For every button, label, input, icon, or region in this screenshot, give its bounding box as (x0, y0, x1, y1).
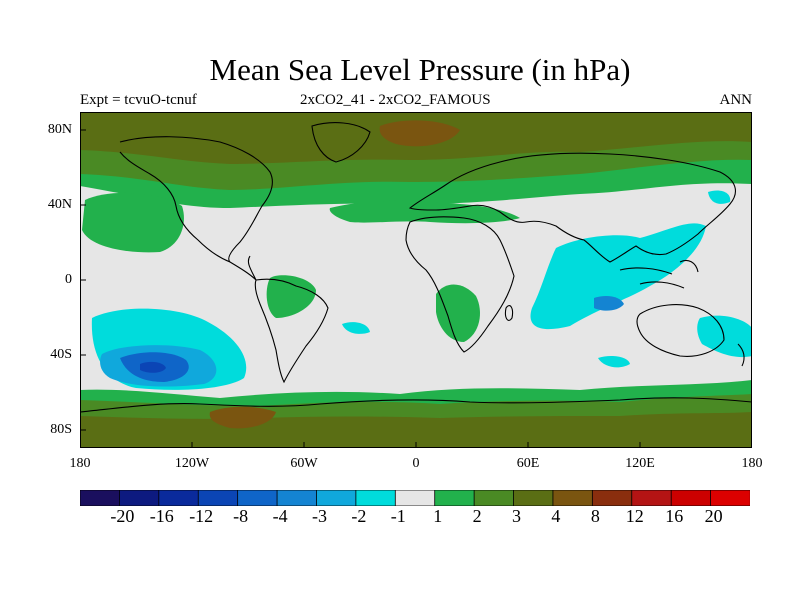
indian-ocean-blue-core (594, 296, 624, 311)
antarctic-brown-patch (209, 406, 276, 429)
coastlines (80, 122, 752, 413)
atlantic-small-cyan (342, 322, 370, 334)
colorbar-tick-label: 16 (665, 506, 684, 526)
greenland-coast (311, 122, 371, 163)
north-america-coast (119, 136, 273, 281)
atlantic-green-blob (329, 200, 520, 224)
lon-label-120e: 120E (625, 456, 655, 471)
antarctica-coast (80, 397, 752, 413)
colorbar-tick-label: -16 (149, 506, 174, 526)
colorbar-swatch (631, 490, 672, 506)
comparison-label: 2xCO2_41 - 2xCO2_FAMOUS (300, 92, 491, 108)
colorbar-swatch (552, 490, 594, 506)
south-america-green-blob (266, 275, 316, 318)
colorbar-swatch (237, 490, 278, 506)
colorbar-swatch (316, 490, 357, 506)
colorbar-swatch (591, 490, 633, 506)
colorbar-tick-label: 8 (590, 506, 600, 526)
colorbar-tick-label: -20 (110, 506, 135, 526)
australia-coast (636, 304, 725, 357)
colorbar-swatch (355, 490, 396, 506)
west-pacific-cyan (708, 190, 731, 204)
colorbar-tick-label: -4 (272, 506, 288, 526)
colorbar-swatch (197, 490, 239, 506)
pressure-map (80, 112, 752, 448)
colorbar-tick-label: 1 (433, 506, 443, 526)
lat-label-80s: 80S (50, 422, 72, 437)
colorbar-swatch (158, 490, 199, 506)
colorbar-swatch (394, 490, 436, 506)
africa-coast (405, 216, 515, 353)
colorbar-tick-label: 4 (551, 506, 561, 526)
colorbar-tick-label: 20 (704, 506, 723, 526)
madagascar-coast (504, 305, 514, 321)
north-brown-patch (379, 120, 460, 147)
lon-label-60w: 60W (290, 456, 318, 471)
colorbar-swatch (670, 490, 712, 506)
colorbar-swatch (513, 490, 554, 506)
maritime-continent-coast (619, 259, 699, 289)
indian-ocean-cyan (530, 223, 706, 330)
experiment-label: Expt = tcvuO-tcnuf (80, 92, 197, 108)
south-pacific-dark-core (140, 361, 166, 373)
lat-label-40n: 40N (47, 197, 72, 212)
colorbar-tick-label: 3 (512, 506, 521, 526)
colorbar-tick-label: -1 (390, 506, 406, 526)
colorbar-swatch (80, 490, 121, 506)
southern-africa-green-blob (436, 284, 480, 342)
colorbar (80, 490, 750, 506)
colorbar-tick-label: 12 (625, 506, 644, 526)
indian-small-cyan (598, 356, 630, 368)
lon-label-60e: 60E (516, 456, 540, 471)
colorbar-tick-label: -3 (312, 506, 327, 526)
lon-label-120w: 120W (174, 456, 210, 471)
south-america-coast (254, 278, 329, 384)
colorbar-tick-label: -2 (351, 506, 367, 526)
axis-ticks (80, 129, 641, 448)
lat-label-80n: 80N (47, 122, 72, 137)
lat-label-40s: 40S (50, 347, 72, 362)
lat-label-0: 0 (65, 272, 72, 287)
australia-east-cyan (697, 315, 752, 358)
colorbar-swatch (434, 490, 475, 506)
pacific-green-blob (82, 192, 184, 253)
chart-title: Mean Sea Level Pressure (in hPa) (209, 52, 631, 87)
colorbar-tick-label: -8 (233, 506, 249, 526)
colorbar-swatch (710, 490, 750, 506)
new-zealand-coast (737, 343, 745, 367)
eurasia-coast (408, 152, 736, 263)
lon-label-180-left: 180 (69, 456, 91, 471)
lon-label-0: 0 (412, 456, 420, 471)
colorbar-swatch (473, 490, 515, 506)
lon-label-180-right: 180 (741, 456, 763, 471)
period-label: ANN (719, 92, 753, 108)
colorbar-swatch (276, 490, 318, 506)
colorbar-swatch (119, 490, 160, 506)
colorbar-tick-label: -12 (189, 506, 214, 526)
colorbar-tick-label: 2 (472, 506, 482, 526)
